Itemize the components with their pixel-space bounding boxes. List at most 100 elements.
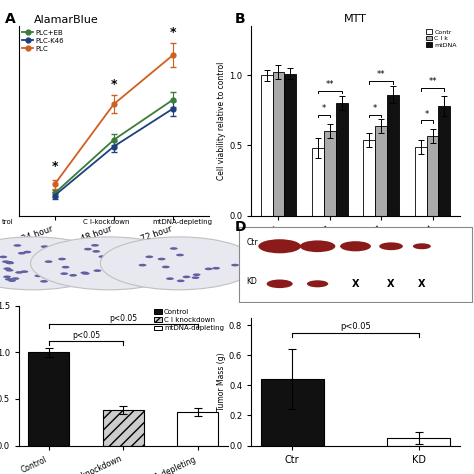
Circle shape <box>129 278 137 281</box>
Text: **: ** <box>428 77 437 86</box>
Bar <box>336 103 347 216</box>
Bar <box>438 106 450 216</box>
Text: *: * <box>170 27 176 39</box>
Text: trol: trol <box>2 219 14 225</box>
Circle shape <box>41 245 48 248</box>
Text: KD: KD <box>246 277 257 286</box>
Circle shape <box>20 270 28 273</box>
Bar <box>177 412 218 446</box>
Circle shape <box>57 256 64 259</box>
Circle shape <box>102 256 110 259</box>
Circle shape <box>13 244 21 247</box>
Circle shape <box>116 272 124 275</box>
Circle shape <box>60 273 68 275</box>
Circle shape <box>124 270 132 273</box>
Circle shape <box>8 279 16 282</box>
Bar <box>387 95 399 216</box>
Circle shape <box>61 260 68 262</box>
Text: B: B <box>235 12 245 26</box>
Circle shape <box>23 251 31 254</box>
Circle shape <box>160 265 168 268</box>
Circle shape <box>191 276 200 279</box>
Circle shape <box>6 269 14 272</box>
Circle shape <box>158 258 165 260</box>
Bar <box>324 131 336 216</box>
Circle shape <box>18 252 26 255</box>
Circle shape <box>170 247 178 250</box>
Circle shape <box>93 269 101 272</box>
Circle shape <box>77 261 84 263</box>
Text: p<0.05: p<0.05 <box>72 331 100 340</box>
Bar <box>28 352 69 446</box>
Bar <box>427 136 438 216</box>
Bar <box>103 410 144 446</box>
Circle shape <box>66 274 74 277</box>
Circle shape <box>212 267 220 270</box>
Bar <box>364 140 375 216</box>
Text: X: X <box>387 279 395 289</box>
Bar <box>273 73 284 216</box>
Text: D: D <box>235 220 246 235</box>
Circle shape <box>205 267 212 270</box>
Circle shape <box>69 274 77 277</box>
Circle shape <box>79 272 86 274</box>
Circle shape <box>177 280 185 282</box>
Circle shape <box>76 263 84 266</box>
Bar <box>375 126 387 216</box>
Bar <box>261 379 324 446</box>
Bar <box>312 148 324 216</box>
Circle shape <box>300 240 336 252</box>
Circle shape <box>99 255 106 258</box>
Circle shape <box>3 275 11 278</box>
Circle shape <box>136 253 143 256</box>
Circle shape <box>5 278 13 281</box>
Text: p<0.05: p<0.05 <box>340 322 371 331</box>
Legend: Control, C I knockdown, mtDNA-depleting: Control, C I knockdown, mtDNA-depleting <box>154 309 224 331</box>
Circle shape <box>0 255 7 258</box>
Circle shape <box>42 275 50 278</box>
Text: C I-kockdown: C I-kockdown <box>83 219 129 225</box>
Circle shape <box>54 253 62 255</box>
Circle shape <box>69 273 77 276</box>
Circle shape <box>138 264 146 266</box>
Circle shape <box>121 271 128 273</box>
Text: mtDNA-depleting: mtDNA-depleting <box>153 219 213 225</box>
Circle shape <box>51 264 59 267</box>
Circle shape <box>126 254 134 256</box>
Circle shape <box>62 262 70 265</box>
Circle shape <box>15 271 23 274</box>
Text: AlamarBlue: AlamarBlue <box>34 15 99 25</box>
Circle shape <box>379 242 403 250</box>
Circle shape <box>159 262 167 264</box>
Circle shape <box>30 237 188 290</box>
Circle shape <box>3 267 11 270</box>
Text: **: ** <box>377 71 385 80</box>
Text: X: X <box>418 279 426 289</box>
Circle shape <box>62 274 70 277</box>
Circle shape <box>81 272 88 274</box>
Circle shape <box>231 264 239 266</box>
Legend: PLC+EB, PLC-K46, PLC: PLC+EB, PLC-K46, PLC <box>22 29 64 52</box>
Circle shape <box>43 276 50 279</box>
Circle shape <box>62 266 70 268</box>
Title: MTT: MTT <box>344 14 367 24</box>
Circle shape <box>176 254 184 256</box>
Text: **: ** <box>326 80 334 89</box>
Text: *: * <box>373 104 377 113</box>
Circle shape <box>84 248 92 250</box>
Circle shape <box>134 264 142 267</box>
Circle shape <box>5 261 13 264</box>
Text: *: * <box>51 160 58 173</box>
Circle shape <box>0 237 111 290</box>
Y-axis label: Tumor Mass (g): Tumor Mass (g) <box>217 352 226 411</box>
Text: *: * <box>425 110 429 119</box>
Circle shape <box>162 265 170 268</box>
Circle shape <box>35 274 42 277</box>
Circle shape <box>150 255 157 258</box>
Circle shape <box>45 260 53 263</box>
Circle shape <box>2 260 10 263</box>
Circle shape <box>266 280 292 288</box>
Circle shape <box>126 260 133 263</box>
Circle shape <box>413 243 431 249</box>
Circle shape <box>57 258 65 261</box>
